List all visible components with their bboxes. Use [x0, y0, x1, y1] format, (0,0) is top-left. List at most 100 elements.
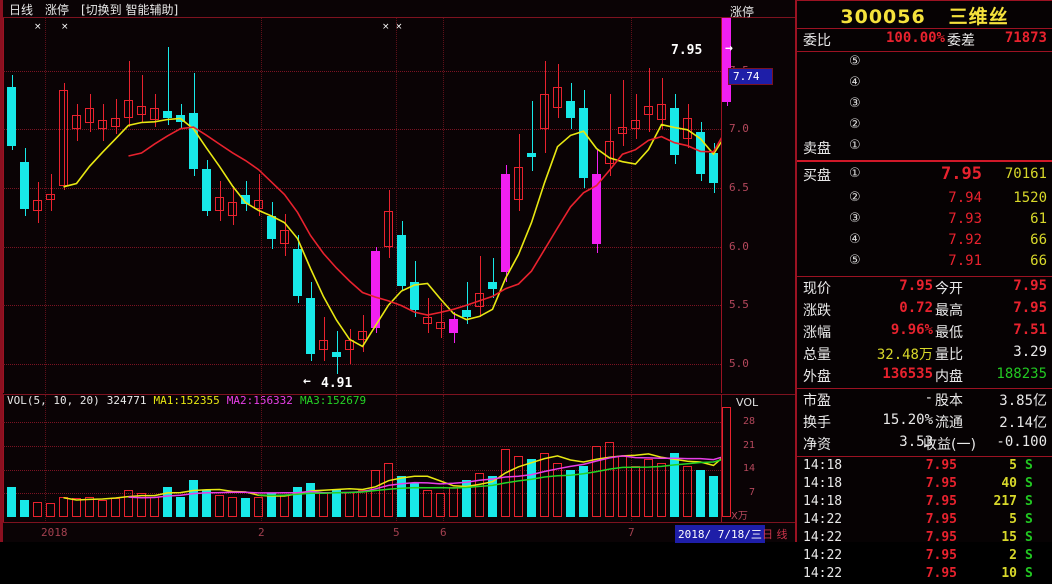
- month-gridline: [45, 18, 46, 393]
- volume-bar: [163, 486, 172, 517]
- volume-bar: [20, 500, 29, 517]
- marker-x-4: ×: [395, 22, 403, 32]
- stat2-label-2: 净资: [803, 437, 831, 453]
- price-gridline: [3, 246, 721, 248]
- candle-body: [722, 18, 731, 103]
- ask-row-5[interactable]: ⑤: [797, 54, 1052, 75]
- tick-row[interactable]: 14:22 7.95 2 S: [797, 548, 1052, 566]
- ratio-value: 100.00%: [885, 30, 945, 46]
- candle-body: [345, 340, 354, 350]
- vol-indicator-name: VOL(5, 10, 20): [7, 394, 100, 407]
- ask-row-2[interactable]: ②: [797, 117, 1052, 138]
- candle-body: [176, 115, 185, 123]
- volume-bar: [462, 479, 471, 517]
- bid-volume-2: 1520: [1013, 190, 1047, 206]
- stat-right-2: 7.51: [1013, 322, 1047, 338]
- volume-bar: [267, 493, 276, 517]
- limitup-label: 涨停: [45, 3, 70, 17]
- vol-ma1-value: MA1:152355: [153, 394, 220, 407]
- candle-body: [410, 281, 419, 310]
- volume-bar: [254, 496, 263, 517]
- candle-body: [254, 199, 263, 209]
- kline-corner-label[interactable]: 日 线: [762, 528, 788, 541]
- switch-hint-label[interactable]: [切换到 智能辅助]: [81, 3, 179, 17]
- diff-value: 71873: [1004, 30, 1047, 46]
- volume-gridline: [3, 422, 721, 423]
- ask-row-3[interactable]: ③: [797, 96, 1052, 117]
- volume-bar: [280, 494, 289, 517]
- volume-axis-separator: [721, 395, 722, 523]
- candle-body: [462, 309, 471, 317]
- candle-body: [384, 211, 393, 247]
- price-tick-3: 6.0: [729, 239, 749, 253]
- candle-body: [709, 152, 718, 184]
- stat-label-2: 涨幅: [803, 325, 831, 341]
- volume-unit-label: X万: [731, 511, 748, 522]
- candle-wick: [154, 94, 156, 127]
- month-gridline: [631, 18, 632, 393]
- price-tick-5: 5.0: [729, 356, 749, 370]
- tick-price: 7.95: [925, 494, 957, 509]
- candle-body: [306, 298, 315, 355]
- stat2-row-0: 市盈 - 股本 3.85亿: [797, 390, 1052, 412]
- tick-row[interactable]: 14:18 7.95 217 S: [797, 494, 1052, 512]
- low-price-arrow: ←: [303, 374, 311, 389]
- marker-x-1: ×: [34, 22, 42, 32]
- volume-bar: [683, 466, 692, 517]
- bid-row-2[interactable]: ② 7.94 1520: [797, 190, 1052, 211]
- volume-bar: [137, 493, 146, 517]
- volume-bar: [566, 469, 575, 517]
- price-axis-separator: [721, 18, 722, 393]
- tick-row[interactable]: 14:18 7.95 40 S: [797, 476, 1052, 494]
- tick-direction: S: [1025, 530, 1033, 545]
- ask-index-4: ④: [849, 75, 861, 90]
- tick-time: 14:22: [803, 548, 843, 563]
- candle-body: [618, 127, 627, 134]
- stat-mid-4: 内盘: [935, 369, 963, 385]
- ask-index-5: ⑤: [849, 54, 861, 69]
- limitup-tag: 涨停: [730, 5, 755, 19]
- candle-wick: [89, 94, 91, 132]
- high-price-annotation: 7.95: [671, 43, 703, 58]
- volume-bar: [46, 503, 55, 517]
- tick-direction: S: [1025, 566, 1033, 581]
- candle-wick: [258, 173, 260, 217]
- stat-value-2: 9.96%: [890, 322, 933, 338]
- volume-bar: [7, 486, 16, 517]
- period-label[interactable]: 日线: [9, 3, 34, 17]
- stat-mid-2: 最低: [935, 325, 963, 341]
- marker-x-2: ×: [61, 22, 69, 32]
- candle-body: [501, 173, 510, 273]
- bid-row-1[interactable]: 买盘 ① 7.95 70161: [797, 164, 1052, 188]
- bid-index-2: ②: [849, 190, 861, 205]
- candle-body: [293, 248, 302, 296]
- stat-row-3: 总量 32.48万 量比 3.29: [797, 344, 1052, 366]
- bid-row-4[interactable]: ④ 7.92 66: [797, 232, 1052, 253]
- month-gridline: [396, 18, 397, 393]
- crosshair-price-label: 7.74: [728, 68, 773, 85]
- candle-body: [449, 319, 458, 334]
- tick-row[interactable]: 14:22 7.95 15 S: [797, 530, 1052, 548]
- tick-row[interactable]: 14:22 7.95 5 S: [797, 512, 1052, 530]
- tick-row[interactable]: 14:22 7.95 10 S: [797, 566, 1052, 584]
- volume-bar: [111, 498, 120, 517]
- volume-bar: [189, 479, 198, 517]
- tick-volume: 2: [1009, 548, 1017, 563]
- bid-label: 买盘: [803, 168, 831, 184]
- tick-row[interactable]: 14:18 7.95 5 S: [797, 458, 1052, 476]
- candle-body: [605, 141, 614, 165]
- month-gridline: [45, 395, 46, 523]
- vol-pane-tag: VOL: [736, 396, 759, 409]
- volume-bar: [501, 449, 510, 517]
- ask-row-1[interactable]: 卖盘 ①: [797, 138, 1052, 159]
- bid-row-3[interactable]: ③ 7.93 61: [797, 211, 1052, 232]
- stat-right-0: 7.95: [1013, 278, 1047, 294]
- stat-value-0: 7.95: [899, 278, 933, 294]
- bid-index-1: ①: [849, 166, 861, 181]
- price-pane[interactable]: 7.57.06.56.05.55.0: [3, 18, 798, 393]
- ask-row-4[interactable]: ④: [797, 75, 1052, 96]
- volume-pane[interactable]: VOL(5, 10, 20) 324771 MA1:152355 MA2:156332…: [3, 394, 798, 523]
- volume-bar: [423, 489, 432, 517]
- stat2-value-0: -: [924, 390, 933, 406]
- bid-row-5[interactable]: ⑤ 7.91 66: [797, 253, 1052, 274]
